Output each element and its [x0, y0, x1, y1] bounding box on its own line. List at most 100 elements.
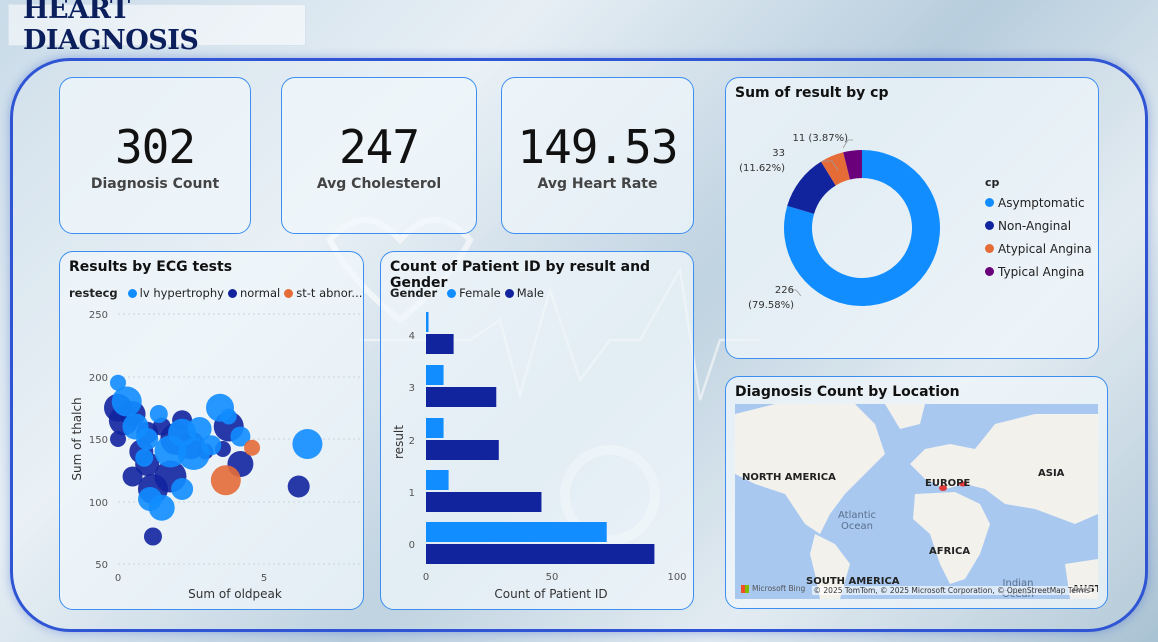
legend-item[interactable]: Atypical Angina — [985, 237, 1092, 260]
scatter-point-lvhypertrophy[interactable] — [206, 393, 234, 422]
kpi-diagnosis-count[interactable]: 302 Diagnosis Count — [59, 77, 251, 234]
bar-female-result-0[interactable] — [426, 522, 607, 542]
scatter-point-lvhypertrophy[interactable] — [149, 405, 168, 423]
x-tick: 100 — [667, 572, 686, 583]
y-tick: 3 — [409, 383, 415, 394]
bar-male-result-3[interactable] — [426, 387, 497, 407]
bar-male-result-0[interactable] — [426, 544, 655, 564]
donut-label-non-value: 33 — [772, 148, 785, 159]
kpi-value: 247 — [338, 119, 420, 174]
donut-slice-non-anginal[interactable] — [787, 161, 836, 214]
y-tick: 4 — [409, 331, 415, 342]
chart-title: Sum of result by cp — [735, 85, 889, 101]
dashboard-title-box: HEART DIAGNOSIS — [8, 0, 306, 56]
bar-male-result-1[interactable] — [426, 492, 542, 512]
legend-item[interactable]: lv hypertrophy — [139, 286, 224, 300]
legend-item[interactable]: normal — [239, 286, 281, 300]
scatter-point-lvhypertrophy[interactable] — [177, 438, 210, 470]
bing-text: Microsoft Bing — [752, 584, 806, 593]
bar-chart[interactable]: 4 3 2 1 0 0 50 100 Count of Patient ID r… — [381, 252, 693, 609]
x-tick: 0 — [115, 573, 121, 584]
kpi-label: Avg Cholesterol — [316, 175, 442, 192]
donut-label-non-pct: (11.62%) — [739, 163, 785, 174]
legend-dot — [985, 244, 994, 253]
legend-dot-stt — [284, 288, 294, 298]
bar-male-result-2[interactable] — [426, 440, 499, 460]
legend-item[interactable]: Typical Angina — [985, 260, 1092, 283]
kpi-label: Avg Heart Rate — [537, 175, 658, 192]
bar-female-result-3[interactable] — [426, 365, 444, 385]
map-land — [735, 404, 1098, 599]
map-label-atlantic: Atlantic Ocean — [838, 510, 876, 532]
y-tick: 2 — [409, 436, 415, 447]
scatter-point-lvhypertrophy[interactable] — [171, 478, 194, 500]
y-tick: 200 — [89, 373, 108, 384]
bar-female-result-2[interactable] — [426, 418, 444, 438]
y-tick: 0 — [409, 540, 415, 551]
legend-dot-male — [504, 288, 514, 298]
scatter-point-lvhypertrophy[interactable] — [187, 417, 212, 441]
donut-slice-atypical-angina[interactable] — [821, 152, 850, 186]
legend-item[interactable]: Female — [459, 286, 501, 300]
x-axis-label: Sum of oldpeak — [188, 587, 282, 601]
legend-label: Non-Anginal — [998, 218, 1072, 233]
gender-bar-card[interactable]: Count of Patient ID by result and Gender… — [380, 251, 694, 610]
kpi-value: 149.53 — [517, 119, 678, 174]
microsoft-logo-icon — [741, 584, 749, 593]
cp-donut-card[interactable]: Sum of result by cp 11 (3.87%) 33 (11.62… — [725, 77, 1099, 359]
donut-chart[interactable] — [726, 78, 1098, 358]
y-tick: 1 — [409, 488, 415, 499]
y-axis-label: Sum of thalch — [70, 397, 84, 480]
ocean-name: Atlantic — [838, 510, 877, 521]
kpi-avg-heart-rate[interactable]: 149.53 Avg Heart Rate — [501, 77, 694, 234]
scatter-point-lvhypertrophy[interactable] — [135, 448, 154, 467]
scatter-point-sttabnor[interactable] — [210, 465, 241, 496]
bing-logo: Microsoft Bing — [741, 584, 805, 593]
scatter-point-lvhypertrophy[interactable] — [292, 429, 323, 459]
ocean-word: Ocean — [841, 521, 874, 532]
map-label-north-america: NORTH AMERICA — [742, 472, 836, 483]
scatter-point-normal[interactable] — [287, 475, 310, 498]
legend-title: cp — [985, 176, 1000, 189]
world-map[interactable]: NORTH AMERICA EUROPE ASIA AFRICA SOUTH A… — [735, 404, 1098, 599]
donut-slice-asymptomatic[interactable] — [784, 150, 940, 306]
map-label-south-america: SOUTH AMERICA — [806, 576, 900, 587]
legend-item[interactable]: Non-Anginal — [985, 214, 1092, 237]
scatter-point-lvhypertrophy[interactable] — [230, 426, 251, 447]
legend-item[interactable]: st-t abnor... — [296, 286, 363, 300]
legend-label: Atypical Angina — [998, 241, 1092, 256]
scatter-point-lvhypertrophy[interactable] — [138, 487, 163, 511]
legend-label: Asymptomatic — [998, 195, 1085, 210]
map-attribution[interactable]: © 2025 TomTom, © 2025 Microsoft Corporat… — [811, 586, 1092, 595]
ecg-scatter-card[interactable]: Results by ECG tests restecg lv hypertro… — [59, 251, 364, 610]
ocean-name: Indian — [1002, 578, 1034, 589]
bar-male-result-4[interactable] — [426, 334, 454, 354]
scatter-point-normal[interactable] — [122, 466, 143, 487]
legend-item[interactable]: Male — [516, 286, 544, 300]
donut-label-asym-pct: (79.58%) — [748, 300, 794, 311]
legend-title: Gender — [390, 286, 438, 300]
legend-label: Typical Angina — [998, 264, 1085, 279]
x-axis-label: Count of Patient ID — [494, 587, 607, 601]
donut-legend: cp Asymptomatic Non-Anginal Atypical Ang… — [985, 176, 1092, 283]
bar-female-result-4[interactable] — [426, 312, 429, 332]
legend-item[interactable]: Asymptomatic — [985, 191, 1092, 214]
kpi-avg-cholesterol[interactable]: 247 Avg Cholesterol — [281, 77, 477, 234]
x-tick: 5 — [261, 573, 267, 584]
kpi-label: Diagnosis Count — [90, 175, 220, 192]
bar-female-result-1[interactable] — [426, 470, 449, 490]
legend-dot — [985, 267, 994, 276]
scatter-point-lvhypertrophy[interactable] — [111, 386, 142, 417]
scatter-point-lvhypertrophy[interactable] — [110, 374, 126, 391]
donut-label-asym-value: 226 — [774, 285, 794, 296]
kpi-value: 302 — [114, 119, 196, 174]
x-tick: 50 — [546, 572, 559, 583]
scatter-point-sttabnor[interactable] — [244, 439, 261, 456]
map-label-asia: ASIA — [1038, 468, 1065, 479]
legend-title: restecg — [69, 286, 118, 300]
map-card[interactable]: Diagnosis Count by Location NORTH AMERIC… — [725, 376, 1108, 609]
scatter-plot[interactable]: 250 200 150 100 50 0 5 Sum of oldpeak Su… — [60, 252, 363, 609]
donut-slice-typical-angina[interactable] — [843, 150, 862, 180]
scatter-point-lvhypertrophy[interactable] — [136, 428, 159, 450]
scatter-point-normal[interactable] — [143, 527, 162, 546]
